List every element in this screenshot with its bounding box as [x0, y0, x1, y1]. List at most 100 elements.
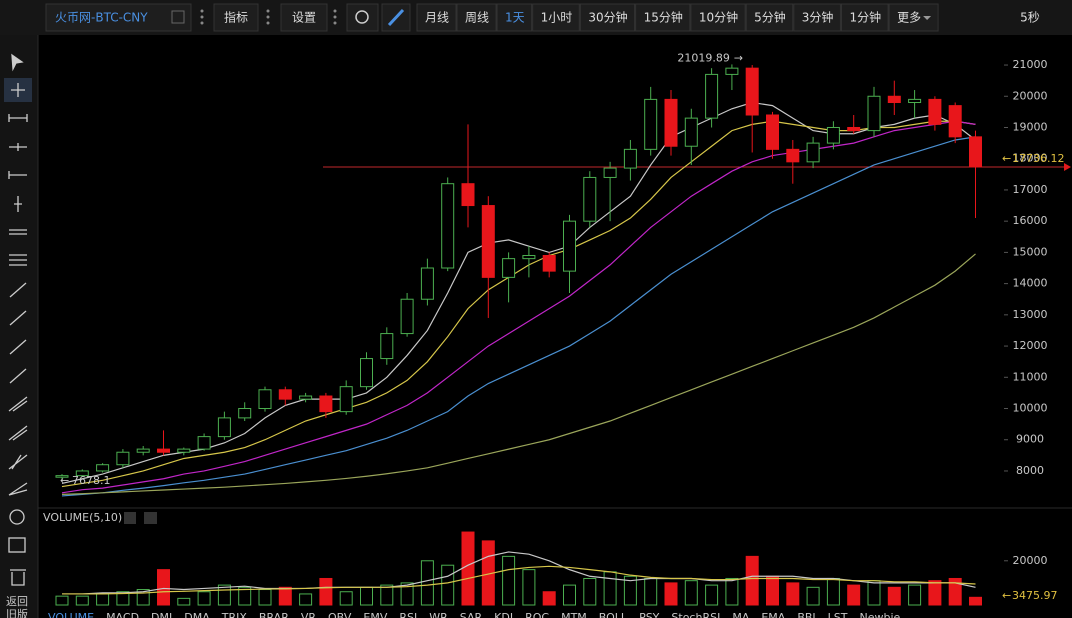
- theme-button[interactable]: [346, 3, 379, 32]
- period-label[interactable]: 月线: [425, 11, 449, 25]
- period-button[interactable]: [840, 3, 889, 32]
- refresh-label[interactable]: 5秒: [1020, 11, 1040, 25]
- y-tick-label: 11000: [1013, 370, 1048, 383]
- indicator-tab[interactable]: BOLL: [599, 611, 628, 618]
- indicator-tab[interactable]: Newbie: [860, 611, 901, 618]
- candle-body: [928, 98, 942, 125]
- draw-button[interactable]: [381, 3, 411, 32]
- volume-bar: [644, 577, 658, 606]
- volume-bar: [969, 596, 982, 606]
- candle-body: [745, 67, 759, 116]
- indicator-tab[interactable]: BBI: [797, 611, 815, 618]
- volume-bar: [806, 586, 820, 606]
- volume-bar: [766, 575, 779, 606]
- volume-bar: [197, 591, 211, 606]
- indicator-tab[interactable]: ROC: [525, 611, 549, 618]
- y-tick-label: 20000: [1013, 554, 1048, 567]
- period-label[interactable]: 1小时: [541, 11, 573, 25]
- arrow: ←: [1002, 152, 1011, 165]
- close-icon[interactable]: [144, 512, 157, 524]
- volume-bar: [461, 531, 475, 606]
- period-button[interactable]: [690, 3, 746, 32]
- period-button[interactable]: [532, 3, 580, 32]
- indicator-label: 指标: [224, 10, 248, 25]
- candle-body: [908, 98, 922, 104]
- indicator-tab[interactable]: MTM: [561, 611, 587, 618]
- back-label[interactable]: 返回: [6, 595, 28, 608]
- icon[interactable]: [171, 10, 185, 24]
- period-button[interactable]: [888, 3, 939, 32]
- indicator-tab[interactable]: TRIX: [221, 611, 248, 618]
- volume-bar: [623, 575, 637, 606]
- volume-bar: [522, 569, 536, 606]
- settings-icon[interactable]: [124, 512, 136, 524]
- period-button[interactable]: [635, 3, 691, 32]
- candle-body: [360, 358, 373, 388]
- period-label[interactable]: 1分钟: [849, 10, 881, 25]
- indicator-tab[interactable]: EMV: [363, 611, 387, 618]
- volume-average: [62, 565, 976, 595]
- back-label[interactable]: 旧版: [6, 607, 28, 618]
- symbol-box[interactable]: [45, 3, 192, 32]
- menu-dots[interactable]: [200, 9, 204, 25]
- volume-bar: [948, 577, 962, 606]
- volume-bar: [360, 586, 373, 606]
- period-button[interactable]: [745, 3, 794, 32]
- high-label: 21019.89: [677, 51, 730, 64]
- indicator-tab[interactable]: StochRSI: [671, 611, 720, 618]
- period-label[interactable]: 1天: [505, 11, 525, 25]
- volume-bar: [400, 582, 414, 606]
- y-tick-label: 13000: [1013, 308, 1048, 321]
- candle-body: [684, 117, 698, 147]
- indicator-tab[interactable]: RSI: [399, 611, 417, 618]
- indicator-tab[interactable]: LST: [828, 611, 848, 618]
- period-button[interactable]: [456, 3, 497, 32]
- indicator-tab[interactable]: OBV: [328, 611, 352, 618]
- volume-bar: [177, 597, 191, 606]
- period-button[interactable]: [793, 3, 841, 32]
- y-tick-label: 9000: [1016, 433, 1044, 446]
- period-button[interactable]: [579, 3, 636, 32]
- period-label[interactable]: 10分钟: [699, 10, 738, 25]
- period-button[interactable]: [416, 3, 457, 32]
- indicator-tab[interactable]: VR: [301, 611, 317, 618]
- candle-body: [75, 470, 89, 477]
- period-label[interactable]: 30分钟: [588, 10, 627, 25]
- volume-bar: [887, 586, 901, 606]
- moving-average: [61, 253, 976, 495]
- period-label[interactable]: 15分钟: [644, 10, 683, 25]
- volume-bar: [847, 584, 861, 606]
- volume-bar: [299, 593, 313, 606]
- indicator-tab[interactable]: WR: [429, 611, 448, 618]
- period-label[interactable]: 5分钟: [754, 10, 786, 25]
- indicator-tab[interactable]: DMA: [184, 611, 210, 618]
- indicator-tab[interactable]: MA: [732, 611, 749, 618]
- indicator-button[interactable]: [213, 3, 259, 32]
- sun-icon: [355, 10, 369, 24]
- indicator-tab[interactable]: EMA: [761, 611, 785, 618]
- period-label[interactable]: 3分钟: [802, 10, 834, 25]
- period-button[interactable]: [496, 3, 533, 32]
- last-volume-label: 3475.97: [1012, 589, 1058, 602]
- indicator-tab[interactable]: PSY: [639, 611, 660, 618]
- candle-body: [96, 464, 110, 472]
- indicator-tab[interactable]: KDJ: [494, 611, 513, 618]
- indicator-tab[interactable]: SAR: [460, 611, 483, 618]
- volume-bar: [664, 582, 678, 606]
- menu-dots[interactable]: [266, 9, 270, 25]
- indicator-tab[interactable]: BRAR: [259, 611, 289, 618]
- volume-bar: [339, 591, 353, 606]
- candle-body: [116, 451, 130, 466]
- candle-body: [461, 183, 475, 207]
- menu-dots[interactable]: [333, 9, 337, 25]
- tool-icons: [4, 53, 32, 586]
- indicator-tab[interactable]: VOLUME: [48, 611, 94, 618]
- volume-bar: [684, 580, 698, 606]
- indicator-tab[interactable]: MACD: [106, 611, 139, 618]
- indicator-tab[interactable]: DMI: [151, 611, 172, 618]
- period-label[interactable]: 更多: [897, 11, 921, 25]
- candle-body: [786, 148, 800, 163]
- volume-bar: [75, 595, 89, 606]
- period-label[interactable]: 周线: [465, 11, 489, 25]
- settings-button[interactable]: [280, 3, 328, 32]
